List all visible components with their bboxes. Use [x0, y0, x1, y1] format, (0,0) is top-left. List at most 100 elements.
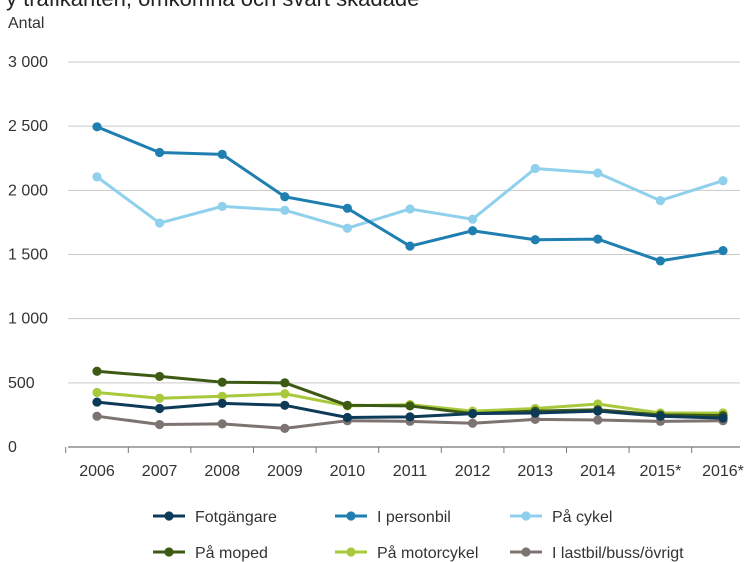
data-point: [280, 205, 290, 215]
x-tick-label: 2015*: [639, 463, 681, 480]
data-point: [655, 411, 666, 421]
series-lines: [92, 122, 728, 433]
data-point: [468, 226, 478, 236]
data-point: [405, 412, 415, 422]
data-point: [280, 389, 290, 399]
x-axis: [65, 446, 740, 453]
data-point: [405, 241, 415, 251]
data-point: [342, 412, 352, 423]
data-point: [468, 409, 478, 419]
y-tick-label: 1 000: [8, 311, 48, 328]
legend-item: På moped: [153, 544, 268, 562]
x-tick-label: 2013: [517, 463, 553, 480]
data-point: [530, 235, 540, 245]
legend-item: Fotgängare: [153, 509, 277, 526]
data-point: [92, 172, 102, 182]
cut-off-heading: y trafikanten, omkomna och svårt skadade: [6, 0, 419, 12]
data-point: [92, 366, 102, 376]
legend-item: På motorcykel: [335, 544, 478, 562]
series-Fotgängare: [92, 397, 728, 423]
x-tick-label: 2009: [267, 463, 303, 480]
x-tick-label: 2011: [393, 463, 428, 480]
x-tick-label: 2014: [580, 463, 616, 480]
x-tick-label: 2008: [204, 463, 240, 480]
legend-swatch-marker: [164, 547, 174, 557]
data-point: [405, 204, 415, 214]
legend-swatch-marker: [521, 547, 531, 557]
data-point: [468, 214, 478, 224]
legend-swatch-marker: [346, 547, 356, 557]
y-tick-label: 500: [8, 375, 35, 392]
data-point: [655, 256, 666, 266]
x-tick-label: 2010: [330, 463, 366, 480]
data-point: [468, 418, 478, 428]
data-point: [155, 419, 165, 430]
legend-swatch-marker: [521, 511, 531, 521]
x-tick-label: 2016*: [702, 463, 744, 480]
data-point: [217, 149, 227, 159]
data-point: [92, 122, 102, 132]
data-point: [655, 196, 666, 206]
series-line: [96, 125, 724, 263]
data-point: [342, 203, 352, 213]
y-tick-label: 3 000: [8, 54, 48, 71]
legend-swatch-marker: [346, 511, 356, 521]
data-point: [217, 377, 227, 387]
y-tick-label: 2 000: [8, 182, 48, 199]
data-point: [342, 223, 352, 233]
x-tick-label: 2012: [455, 463, 491, 480]
data-point: [92, 397, 102, 407]
data-point: [92, 411, 102, 421]
legend-label: Fotgängare: [195, 509, 277, 526]
data-point: [405, 401, 415, 411]
data-point: [280, 400, 290, 410]
data-point: [217, 201, 227, 211]
data-point: [718, 413, 728, 423]
data-point: [718, 176, 728, 186]
y-tick-label: 2 500: [8, 118, 48, 135]
data-point: [530, 414, 540, 425]
x-axis-ticks: 2006 2007 2008 2009 2010 2011 2012 2013 2014 2015…: [79, 463, 744, 480]
data-point: [530, 408, 540, 418]
series-I personbil: [92, 122, 728, 266]
data-point: [280, 192, 290, 202]
legend-label: På moped: [195, 544, 268, 562]
x-tick-label: 2006: [79, 463, 115, 480]
x-tick-label: 2007: [142, 463, 178, 480]
legend-label: På cykel: [552, 508, 612, 526]
y-tick-label: 1 500: [8, 247, 48, 264]
data-point: [280, 378, 290, 388]
legend-item: På cykel: [510, 508, 612, 526]
data-point: [217, 398, 227, 408]
data-point: [217, 391, 227, 401]
data-point: [280, 423, 290, 433]
y-tick-label: 0: [8, 439, 17, 456]
legend-label: I lastbil/buss/övrigt: [552, 545, 684, 562]
y-axis-ticks: 0 500 1 000 1 500 2 000 2 500 3 000: [8, 54, 48, 456]
data-point: [593, 406, 603, 416]
series-På cykel: [92, 163, 728, 233]
legend: Fotgängare I personbil På cykel På moped På …: [153, 508, 684, 562]
legend-item: I lastbil/buss/övrigt: [510, 545, 684, 562]
data-point: [217, 419, 227, 429]
legend-label: På motorcykel: [377, 544, 478, 562]
data-point: [155, 393, 165, 403]
legend-item: I personbil: [335, 509, 451, 526]
data-point: [593, 168, 603, 178]
series-På moped: [92, 366, 728, 421]
data-point: [155, 371, 165, 382]
data-point: [593, 234, 603, 244]
data-point: [92, 387, 102, 398]
gridlines: [68, 61, 740, 384]
data-point: [718, 246, 728, 256]
data-point: [593, 415, 603, 425]
data-point: [155, 218, 165, 228]
series-line: [96, 167, 724, 230]
data-point: [155, 403, 165, 414]
legend-swatch-marker: [164, 511, 174, 521]
legend-label: I personbil: [377, 509, 451, 526]
y-axis-label: Antal: [8, 15, 44, 32]
data-point: [342, 400, 352, 410]
